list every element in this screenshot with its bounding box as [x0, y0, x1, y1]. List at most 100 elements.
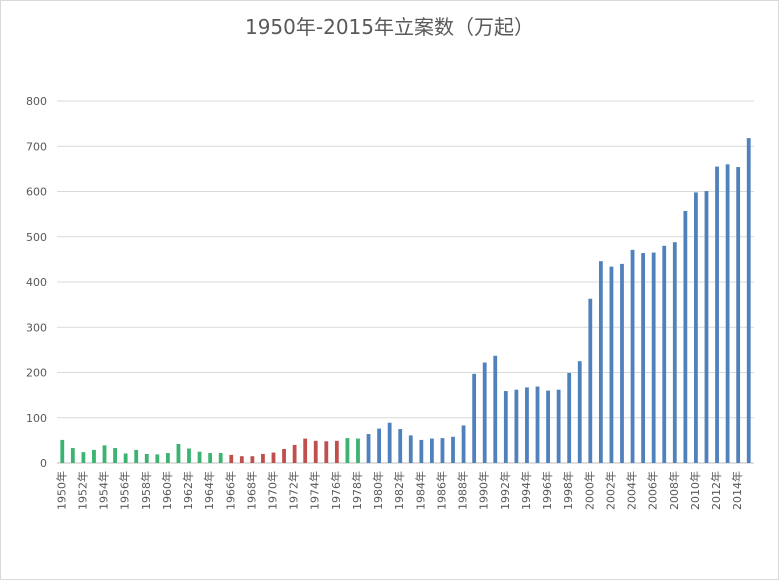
- bar: [704, 191, 709, 464]
- y-tick-label: 500: [26, 231, 47, 244]
- bar: [261, 453, 265, 463]
- x-tick-label: 1994年: [519, 471, 533, 510]
- x-tick-label: 1996年: [540, 471, 554, 510]
- x-tick-label: 1988年: [456, 471, 470, 510]
- x-tick-label: 1982年: [392, 471, 406, 510]
- x-tick-label: 1992年: [498, 471, 512, 510]
- bar: [334, 440, 339, 463]
- x-tick-label: 2012年: [709, 471, 723, 510]
- x-tick-label: 2004年: [625, 471, 639, 510]
- bar: [641, 253, 646, 463]
- x-tick-label: 1984年: [413, 471, 427, 510]
- bar: [472, 373, 477, 463]
- bar: [345, 438, 350, 463]
- x-tick-label: 1970年: [265, 471, 279, 510]
- bars: [60, 138, 751, 464]
- bar: [662, 245, 667, 463]
- x-tick-label: 1962年: [181, 471, 195, 510]
- bar: [451, 436, 455, 463]
- bar: [398, 429, 403, 463]
- bar: [144, 453, 149, 463]
- x-tick-label: 2010年: [688, 471, 702, 510]
- x-tick-label: 1968年: [244, 471, 258, 510]
- bar: [546, 390, 550, 463]
- chart-title: 1950年-2015年立案数（万起）: [244, 15, 534, 39]
- grid-lines: [57, 100, 754, 464]
- x-tick-label: 1998年: [561, 471, 575, 510]
- bar: [81, 452, 86, 463]
- x-tick-label: 1974年: [308, 471, 322, 510]
- x-tick-label: 2002年: [603, 471, 617, 510]
- bar: [92, 449, 96, 463]
- bar: [683, 210, 688, 463]
- bar: [229, 454, 234, 463]
- bar: [218, 453, 223, 463]
- bar: [271, 452, 276, 463]
- x-tick-label: 2000年: [582, 471, 596, 510]
- bar: [588, 298, 593, 463]
- bar: [366, 434, 371, 463]
- y-tick-label: 0: [40, 457, 47, 470]
- bar: [672, 242, 677, 463]
- y-tick-label: 600: [26, 186, 47, 199]
- y-tick-label: 300: [26, 321, 47, 334]
- x-tick-label: 1986年: [434, 471, 448, 510]
- bar: [514, 389, 519, 463]
- x-tick-label: 1966年: [223, 471, 237, 510]
- x-tick-label: 1978年: [350, 471, 364, 510]
- bar: [70, 448, 75, 463]
- x-tick-label: 1952年: [75, 471, 89, 510]
- bar: [165, 453, 170, 463]
- bar: [736, 167, 741, 463]
- bar: [482, 362, 487, 463]
- y-tick-label: 700: [26, 140, 47, 153]
- x-tick-label: 1950年: [54, 471, 68, 510]
- bar: [197, 451, 202, 463]
- bar: [324, 441, 329, 463]
- bar: [746, 138, 751, 464]
- bar: [292, 444, 297, 463]
- x-tick-label: 1980年: [371, 471, 385, 510]
- bar: [567, 372, 572, 463]
- bar: [725, 164, 730, 463]
- bar: [356, 438, 360, 463]
- bar: [113, 448, 117, 463]
- bar: [134, 449, 139, 463]
- bar: [651, 252, 656, 463]
- x-tick-label: 2014年: [730, 471, 744, 510]
- bar: [419, 439, 424, 463]
- x-tick-label: 1958年: [139, 471, 153, 510]
- x-tick-label: 1964年: [202, 471, 216, 510]
- bar: [187, 448, 191, 463]
- bar: [303, 438, 308, 463]
- x-tick-label: 1972年: [287, 471, 301, 510]
- bar: [282, 448, 286, 463]
- y-tick-label: 200: [26, 367, 47, 380]
- bar: [250, 456, 255, 463]
- x-tick-label: 1990年: [477, 471, 491, 510]
- bar: [123, 453, 128, 463]
- x-tick-label: 1960年: [160, 471, 174, 510]
- x-tick-label: 2008年: [667, 471, 681, 510]
- bar: [630, 249, 635, 463]
- x-tick-label: 1976年: [329, 471, 343, 510]
- bar: [598, 261, 603, 463]
- bar: [620, 263, 624, 463]
- bar: [440, 438, 445, 463]
- x-tick-label: 1954年: [97, 471, 111, 510]
- bar: [208, 453, 213, 463]
- bar: [525, 387, 529, 463]
- bar: [493, 355, 498, 463]
- y-tick-label: 400: [26, 276, 47, 289]
- bar: [535, 386, 540, 463]
- bar: [503, 391, 508, 463]
- bar: [387, 422, 392, 463]
- y-axis-ticks: 0 100 200 300 400 500 600 700 800: [26, 95, 47, 470]
- bar: [239, 456, 244, 463]
- bar: [176, 443, 181, 463]
- bar: [102, 445, 107, 463]
- bar: [155, 454, 160, 463]
- bar: [694, 192, 698, 463]
